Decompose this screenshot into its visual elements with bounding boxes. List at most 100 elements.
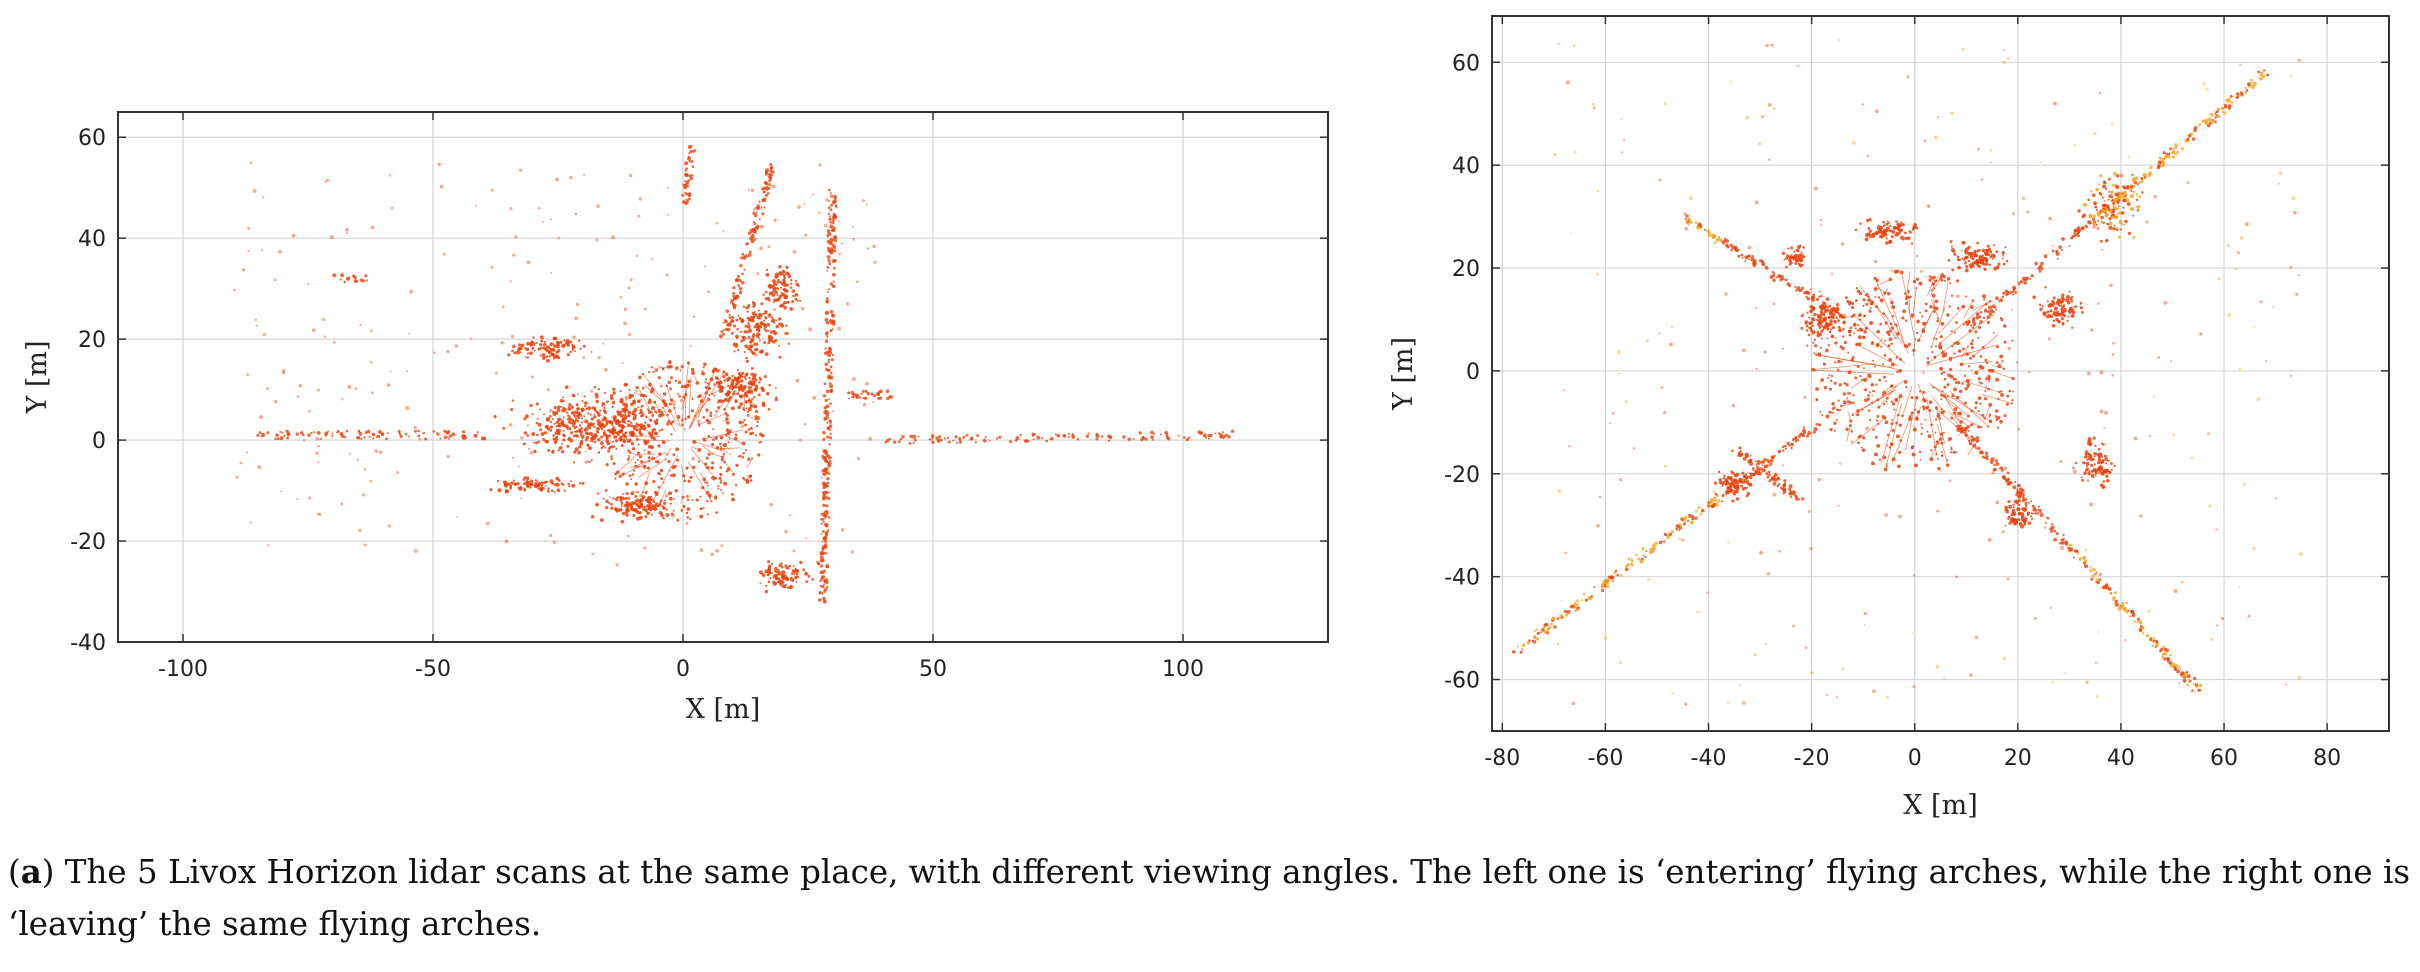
lidar-point — [763, 319, 766, 322]
lidar-point — [766, 268, 769, 272]
lidar-point — [744, 393, 748, 397]
lidar-point — [1958, 349, 1962, 353]
lidar-point — [571, 343, 574, 347]
lidar-point — [831, 259, 836, 263]
lidar-point — [632, 415, 637, 420]
lidar-point — [513, 482, 518, 486]
lidar-point — [1971, 326, 1975, 329]
lidar-point — [1977, 265, 1980, 268]
lidar-point — [1836, 368, 1840, 371]
lidar-point — [1814, 344, 1818, 348]
lidar-point — [821, 575, 824, 579]
lidar-point — [824, 522, 828, 527]
lidar-point — [2116, 207, 2119, 211]
lidar-point — [627, 449, 631, 453]
lidar-point — [773, 308, 776, 311]
lidar-point — [2089, 566, 2092, 569]
scan-line — [1857, 390, 1894, 412]
lidar-point — [607, 501, 611, 504]
lidar-point — [1866, 292, 1869, 296]
lidar-point — [1934, 306, 1939, 311]
lidar-point — [1934, 345, 1937, 348]
lidar-point — [818, 163, 822, 167]
lidar-point — [687, 155, 691, 159]
lidar-point — [754, 342, 759, 347]
lidar-point — [750, 372, 754, 376]
lidar-point — [533, 349, 536, 352]
lidar-point — [1898, 368, 1903, 373]
lidar-point — [608, 446, 611, 449]
lidar-point — [2165, 152, 2169, 156]
lidar-point — [1600, 588, 1605, 593]
lidar-point — [1850, 358, 1854, 362]
lidar-point — [1984, 451, 1989, 455]
lidar-point — [750, 398, 754, 401]
lidar-point — [587, 446, 592, 451]
lidar-point — [725, 392, 730, 397]
lidar-point — [1857, 323, 1860, 327]
lidar-point — [1769, 458, 1774, 463]
lidar-point — [2077, 234, 2080, 238]
lidar-point — [639, 493, 644, 498]
lidar-point — [1996, 345, 1999, 349]
lidar-point — [685, 198, 688, 201]
lidar-point — [2120, 220, 2123, 223]
lidar-point — [1838, 314, 1842, 318]
lidar-point — [1941, 351, 1945, 355]
lidar-point — [1896, 434, 1900, 439]
lidar-point — [1946, 383, 1950, 387]
lidar-point — [278, 249, 282, 254]
lidar-point — [632, 426, 637, 431]
lidar-point — [1851, 413, 1854, 416]
lidar-point — [840, 242, 844, 245]
lidar-point — [2155, 642, 2159, 647]
lidar-point — [747, 322, 750, 325]
lidar-point — [527, 480, 531, 484]
lidar-point — [1678, 526, 1682, 530]
lidar-point — [586, 424, 590, 428]
lidar-point — [741, 441, 746, 446]
lidar-point — [1852, 393, 1855, 397]
lidar-point — [597, 492, 600, 495]
lidar-point — [728, 396, 732, 399]
lidar-point — [1967, 320, 1971, 324]
lidar-point — [600, 446, 604, 450]
lidar-point — [622, 492, 625, 495]
lidar-point — [1985, 454, 1989, 458]
lidar-point — [2207, 117, 2212, 122]
lidar-point — [787, 301, 790, 304]
lidar-point — [566, 426, 570, 430]
lidar-point — [1686, 519, 1690, 522]
lidar-point — [589, 440, 592, 443]
lidar-point — [2059, 300, 2063, 304]
lidar-point — [302, 439, 306, 442]
lidar-point — [1932, 386, 1935, 389]
lidar-point — [281, 431, 284, 434]
lidar-point — [638, 430, 642, 434]
lidar-point — [748, 317, 751, 321]
lidar-point — [636, 516, 640, 521]
lidar-point — [706, 484, 709, 487]
lidar-point — [1768, 460, 1771, 464]
lidar-point — [2092, 221, 2096, 225]
lidar-point — [555, 435, 559, 439]
lidar-point — [827, 481, 830, 485]
scan-line — [666, 447, 672, 455]
lidar-point — [827, 528, 830, 532]
lidar-point — [619, 414, 624, 418]
lidar-point — [1896, 226, 1900, 230]
lidar-point — [1551, 616, 1556, 621]
lidar-point — [1836, 306, 1839, 309]
lidar-point — [719, 447, 723, 451]
lidar-point — [604, 446, 607, 449]
lidar-point — [582, 344, 586, 348]
lidar-point — [567, 482, 570, 486]
lidar-point — [726, 431, 730, 436]
lidar-point — [1813, 427, 1818, 432]
lidar-point — [513, 351, 517, 355]
lidar-point — [1958, 266, 1961, 270]
lidar-point — [742, 452, 746, 455]
lidar-point — [1790, 246, 1794, 250]
lidar-point — [2097, 214, 2100, 217]
lidar-point — [2120, 603, 2125, 608]
